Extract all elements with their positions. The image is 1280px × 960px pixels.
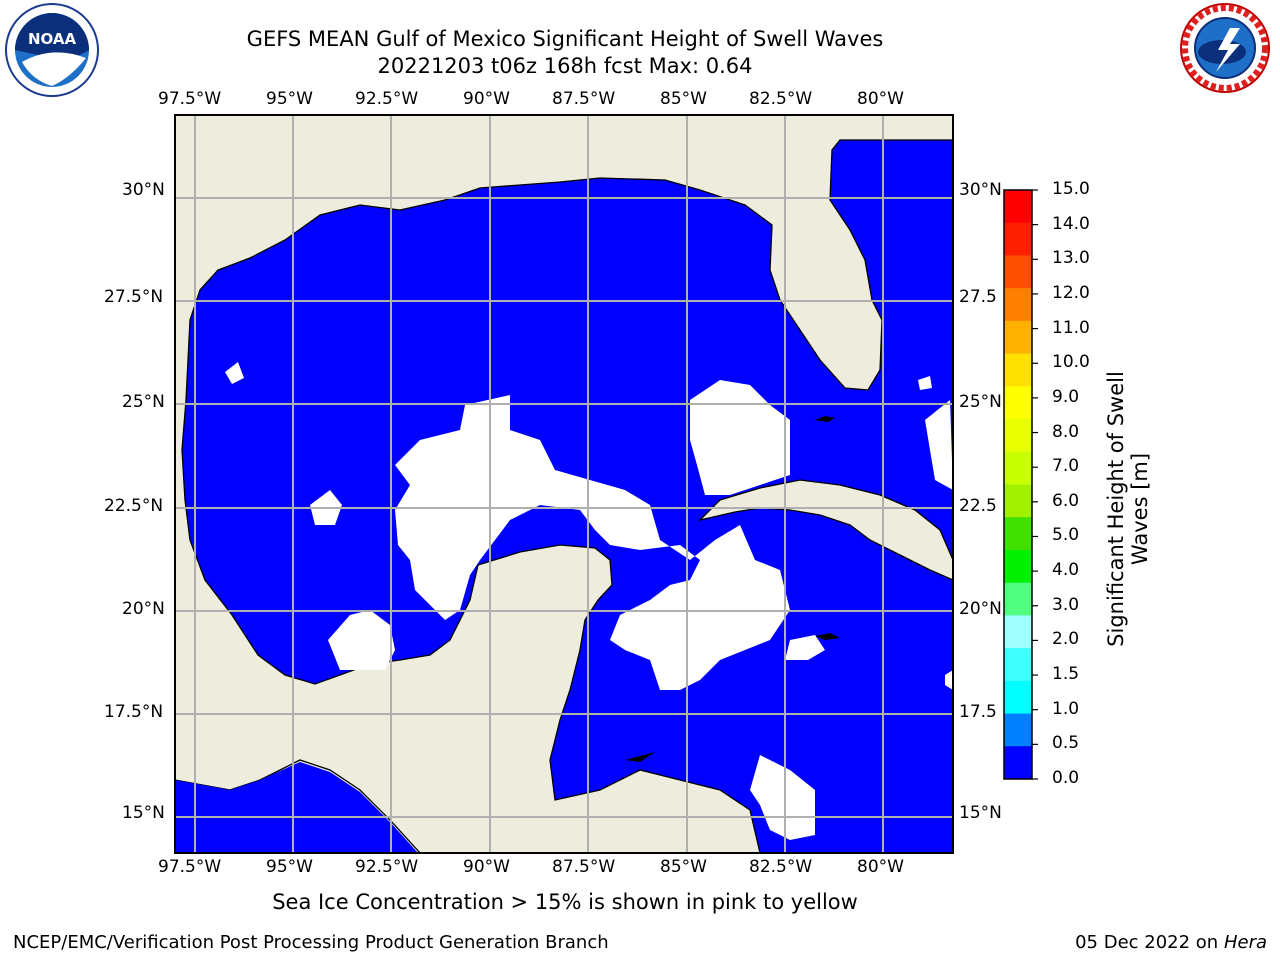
colorbar-swatch — [1004, 419, 1032, 453]
colorbar-tick-label: 1.5 — [1052, 664, 1080, 685]
colorbar-swatch — [1004, 484, 1032, 518]
colorbar-tick-label: 14.0 — [1052, 213, 1090, 234]
colorbar-swatch — [1004, 582, 1032, 616]
lon-label-bottom: 87.5°W — [552, 857, 616, 877]
lon-label-top: 97.5°W — [158, 89, 222, 109]
nodata-patches — [225, 362, 953, 840]
colorbar-swatch — [1004, 353, 1032, 387]
noaa-logo: NOAA — [5, 3, 99, 97]
footer-date: 05 Dec 2022 on Hera — [1075, 932, 1267, 953]
colorbar-tick-label: 6.0 — [1052, 490, 1080, 511]
map-panel — [174, 114, 954, 854]
lon-label-top: 90°W — [463, 89, 510, 109]
lat-label-right: 30°N — [959, 180, 1002, 200]
lon-label-bottom: 97.5°W — [158, 857, 222, 877]
colorbar-tick-label: 13.0 — [1052, 248, 1090, 269]
ocean-pacific — [175, 762, 418, 853]
lat-label-right: 20°N — [959, 599, 1002, 619]
lon-label-bottom: 85°W — [660, 857, 707, 877]
lon-label-bottom: 82.5°W — [749, 857, 813, 877]
land-keys — [815, 416, 835, 422]
lon-label-top: 80°W — [857, 89, 904, 109]
colorbar-tick-label: 1.0 — [1052, 698, 1080, 719]
colorbar-swatch — [1004, 648, 1032, 682]
colorbar-swatch — [1004, 713, 1032, 747]
lat-label-left: 30°N — [122, 180, 165, 200]
lat-label-right: 27.5 — [959, 287, 997, 307]
map-border — [174, 114, 954, 854]
lon-label-bottom: 95°W — [266, 857, 313, 877]
colorbar-swatch — [1004, 549, 1032, 584]
lat-label-right: 15°N — [959, 803, 1002, 823]
colorbar-tick-label: 11.0 — [1052, 317, 1090, 338]
colorbar-title: Significant Height of Swell Waves [m] — [1104, 371, 1152, 647]
colorbar-tick-label: 7.0 — [1052, 456, 1080, 477]
colorbar-swatch — [1004, 190, 1032, 224]
colorbar-tick-label: 15.0 — [1052, 179, 1090, 199]
land-jamaica — [815, 633, 840, 640]
lon-label-top: 87.5°W — [552, 89, 616, 109]
lat-label-left: 15°N — [122, 803, 165, 823]
colorbar-swatch — [1004, 320, 1032, 355]
colorbar — [1003, 189, 1038, 780]
lat-label-right: 17.5 — [959, 702, 997, 722]
lat-label-left: 27.5°N — [104, 287, 164, 307]
graticule — [175, 115, 953, 853]
lat-label-left: 20°N — [122, 599, 165, 619]
lat-label-right: 25°N — [959, 392, 1002, 412]
noaa-logo-text: NOAA — [28, 30, 77, 48]
nws-logo — [1180, 3, 1270, 93]
colorbar-swatch — [1004, 680, 1032, 715]
lon-label-top: 82.5°W — [749, 89, 813, 109]
colorbar-swatch — [1004, 746, 1032, 780]
lon-label-bottom: 90°W — [463, 857, 510, 877]
sea-ice-note: Sea Ice Concentration > 15% is shown in … — [272, 890, 858, 914]
colorbar-tick-label: 0.5 — [1052, 733, 1080, 754]
footer-host: Hera — [1223, 932, 1267, 953]
colorbar-swatch — [1004, 517, 1032, 551]
lat-label-left: 22.5°N — [104, 496, 164, 516]
footer-date-text: 05 Dec 2022 on — [1075, 932, 1219, 953]
lat-label-left: 25°N — [122, 392, 165, 412]
colorbar-swatch — [1004, 386, 1032, 420]
land-bay-islands — [625, 752, 655, 762]
colorbar-swatch — [1004, 451, 1032, 485]
chart-subtitle: 20221203 t06z 168h fcst Max: 0.64 — [377, 54, 753, 78]
colorbar-swatch — [1004, 288, 1032, 322]
colorbar-swatch — [1004, 615, 1032, 649]
lon-label-top: 92.5°W — [355, 89, 419, 109]
colorbar-tick-label: 8.0 — [1052, 421, 1080, 442]
footer-producer: NCEP/EMC/Verification Post Processing Pr… — [13, 932, 609, 953]
colorbar-swatch — [1004, 222, 1032, 256]
colorbar-border — [1003, 189, 1033, 780]
colorbar-tick-label: 3.0 — [1052, 594, 1080, 615]
lon-label-bottom: 92.5°W — [355, 857, 419, 877]
lon-label-top: 95°W — [266, 89, 313, 109]
colorbar-tick-label: 2.0 — [1052, 629, 1080, 650]
colorbar-tick-label: 9.0 — [1052, 386, 1080, 407]
colorbar-tick-label: 10.0 — [1052, 352, 1090, 373]
lat-label-left: 17.5°N — [104, 702, 164, 722]
colorbar-tick-label: 4.0 — [1052, 560, 1080, 581]
colorbar-tick-label: 5.0 — [1052, 525, 1080, 546]
colorbar-tick-label: 12.0 — [1052, 282, 1090, 303]
chart-title: GEFS MEAN Gulf of Mexico Significant Hei… — [246, 27, 884, 51]
lat-label-right: 22.5 — [959, 496, 997, 516]
lon-label-bottom: 80°W — [857, 857, 904, 877]
colorbar-swatch — [1004, 255, 1032, 289]
colorbar-tick-label: 0.0 — [1052, 768, 1080, 788]
lon-label-top: 85°W — [660, 89, 707, 109]
